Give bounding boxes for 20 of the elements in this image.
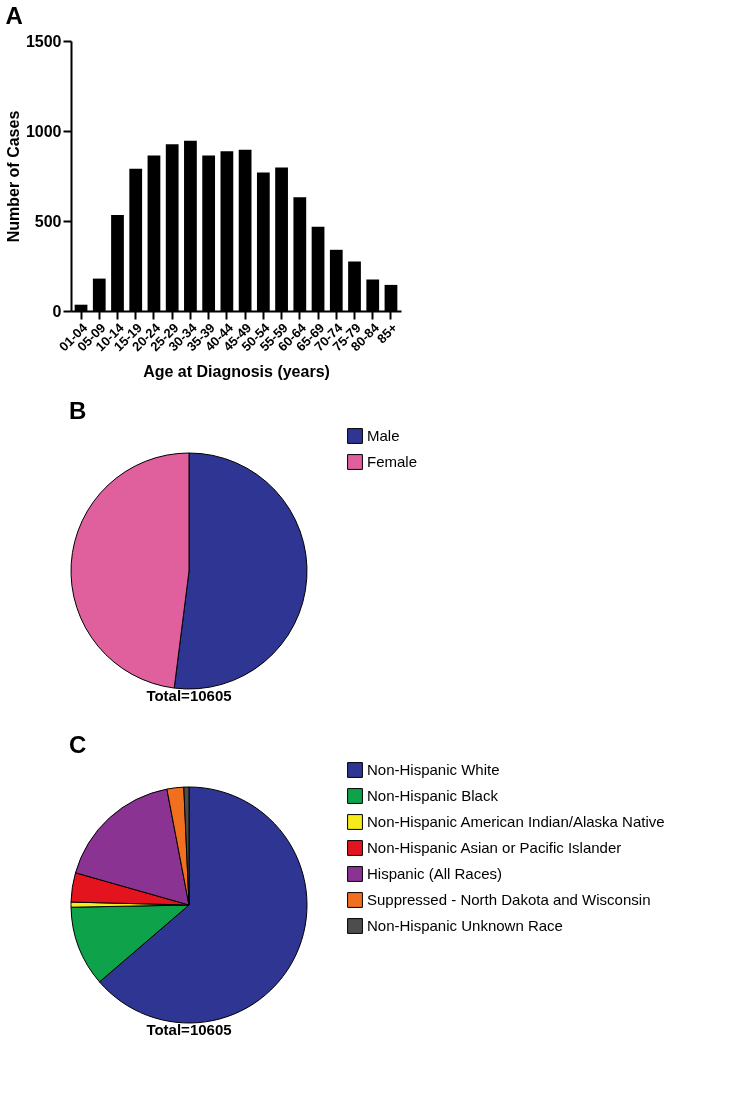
legend-label: Non-Hispanic American Indian/Alaska Native — [367, 813, 665, 830]
legend-label: Hispanic (All Races) — [367, 865, 503, 882]
text: Total=10605 — [146, 687, 232, 704]
x-axis-title: Age at Diagnosis (years) — [143, 363, 330, 381]
chart-title: A — [5, 2, 23, 29]
legend-label: Female — [367, 453, 418, 470]
text: Total=10605 — [146, 1021, 232, 1038]
chart-title: B — [69, 397, 87, 424]
y-axis-title: Number of Cases — [4, 110, 22, 243]
legend-label: Male — [367, 427, 400, 444]
legend-label: Suppressed - North Dakota and Wisconsin — [367, 891, 651, 908]
y-tick-label: 1000 — [25, 122, 62, 140]
legend-label: Non-Hispanic Unknown Race — [367, 917, 563, 934]
y-tick-label: 1500 — [25, 32, 62, 50]
y-tick-label: 500 — [34, 212, 62, 230]
chart-title: C — [69, 731, 87, 758]
legend-label: Non-Hispanic Black — [367, 787, 499, 804]
y-tick-label: 0 — [52, 302, 62, 320]
legend-label: Non-Hispanic Asian or Pacific Islander — [367, 839, 622, 856]
legend-label: Non-Hispanic White — [367, 761, 500, 778]
